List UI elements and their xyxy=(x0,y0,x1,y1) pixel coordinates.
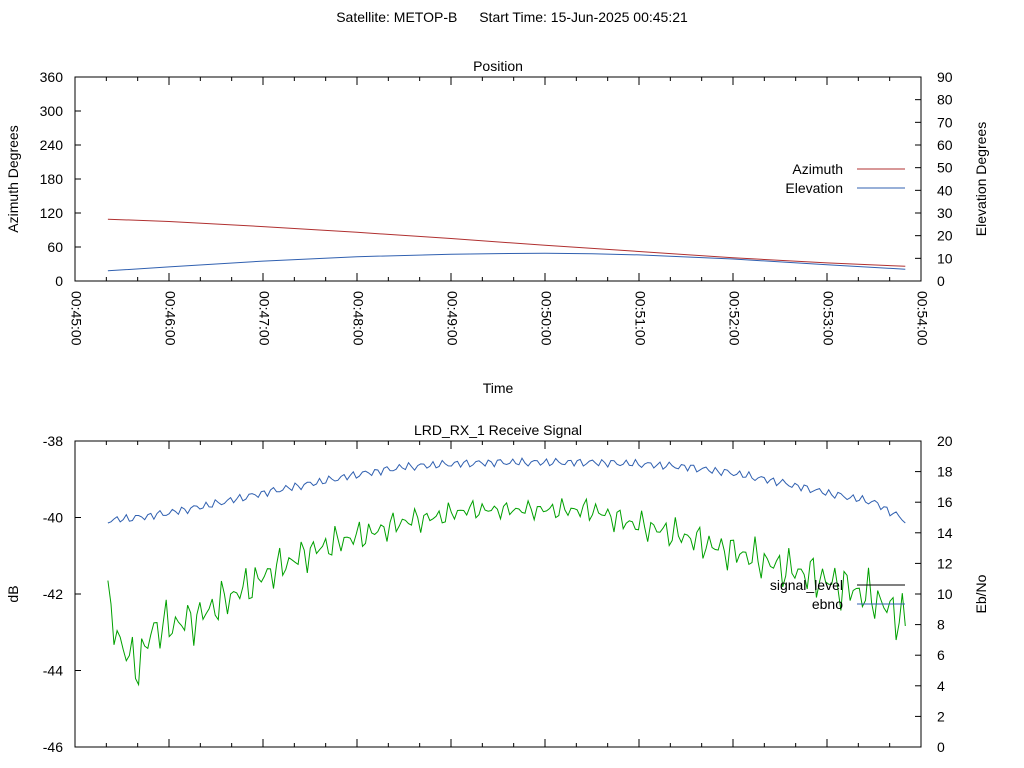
plot-title: Position xyxy=(473,58,523,74)
legend-label: ebno xyxy=(812,596,843,612)
legend-label: signal_level xyxy=(770,577,843,593)
right-tick-label: 10 xyxy=(937,586,953,602)
right-tick-label: 2 xyxy=(937,708,945,724)
right-tick-label: 30 xyxy=(937,205,953,221)
left-tick-label: 300 xyxy=(40,103,64,119)
x-tick-label: 00:45:00 xyxy=(68,291,84,346)
right-tick-label: 90 xyxy=(937,69,953,85)
x-tick-label: 00:46:00 xyxy=(162,291,178,346)
right-tick-label: 20 xyxy=(937,228,953,244)
right-tick-label: 12 xyxy=(937,555,953,571)
right-tick-label: 60 xyxy=(937,137,953,153)
right-tick-label: 80 xyxy=(937,92,953,108)
left-tick-label: -46 xyxy=(43,739,63,755)
right-tick-label: 20 xyxy=(937,433,953,449)
right-tick-label: 0 xyxy=(937,273,945,289)
right-tick-label: 14 xyxy=(937,525,953,541)
start-time-label: Start Time: 15-Jun-2025 00:45:21 xyxy=(479,9,688,25)
legend-label: Elevation xyxy=(785,180,843,196)
right-tick-label: 6 xyxy=(937,647,945,663)
left-tick-label: -44 xyxy=(43,663,63,679)
left-tick-label: 0 xyxy=(55,273,63,289)
right-tick-label: 40 xyxy=(937,182,953,198)
left-tick-label: -42 xyxy=(43,586,63,602)
plot-frame xyxy=(74,76,922,282)
header-title: Satellite: METOP-B Start Time: 15-Jun-20… xyxy=(336,9,688,25)
left-tick-label: 120 xyxy=(40,205,64,221)
right-tick-label: 50 xyxy=(937,160,953,176)
x-axis-label: Time xyxy=(483,380,514,396)
plot-frame xyxy=(74,440,922,748)
left-tick-label: 180 xyxy=(40,171,64,187)
left-tick-label: 60 xyxy=(47,239,63,255)
x-tick-label: 00:53:00 xyxy=(820,291,836,346)
series-line-ebno xyxy=(107,457,906,524)
x-tick-label: 00:49:00 xyxy=(444,291,460,346)
left-tick-label: 360 xyxy=(40,69,64,85)
right-tick-label: 16 xyxy=(937,494,953,510)
position-plot: Position 0 60 120 180 240 300 360 0 10 20 30 40 50 60 7… xyxy=(5,58,989,396)
right-tick-label: 10 xyxy=(937,250,953,266)
x-tick-label: 00:51:00 xyxy=(632,291,648,346)
left-tick-label: -40 xyxy=(43,510,63,526)
legend-label: Azimuth xyxy=(792,161,843,177)
right-tick-label: 18 xyxy=(937,464,953,480)
y2-axis-label: Elevation Degrees xyxy=(973,122,989,236)
x-tick-label: 00:48:00 xyxy=(350,291,366,346)
y-axis-label: dB xyxy=(5,585,21,602)
receive-signal-plot: LRD_RX_1 Receive Signal -46 -44 -42 -40 -38 0 2… xyxy=(5,422,989,755)
x-tick-label: 00:52:00 xyxy=(726,291,742,346)
x-tick-label: 00:54:00 xyxy=(914,291,930,346)
right-tick-label: 0 xyxy=(937,739,945,755)
right-tick-label: 4 xyxy=(937,678,945,694)
x-tick-label: 00:47:00 xyxy=(256,291,272,346)
series-line-Azimuth xyxy=(107,218,906,267)
series-line-signal_level xyxy=(107,497,906,687)
x-tick-label: 00:50:00 xyxy=(538,291,554,346)
y-axis-label: Azimuth Degrees xyxy=(5,125,21,232)
right-tick-label: 70 xyxy=(937,114,953,130)
right-tick-label: 8 xyxy=(937,617,945,633)
plot-title: LRD_RX_1 Receive Signal xyxy=(414,422,582,438)
satellite-label: Satellite: METOP-B xyxy=(336,9,457,25)
left-tick-label: 240 xyxy=(40,137,64,153)
y2-axis-label: Eb/No xyxy=(973,574,989,613)
series-line-Elevation xyxy=(107,252,906,272)
left-tick-label: -38 xyxy=(43,433,63,449)
